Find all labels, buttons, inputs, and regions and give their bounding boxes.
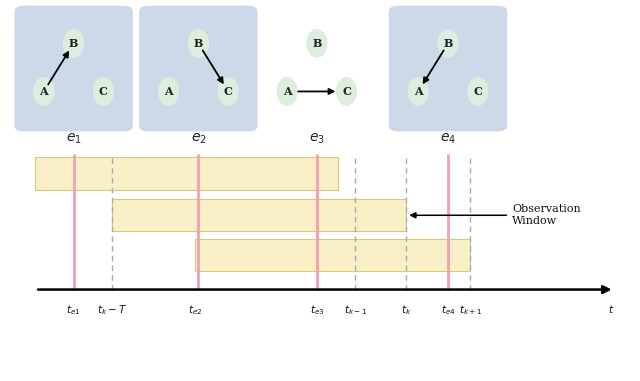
Text: B: B [444, 38, 452, 49]
Text: Observation
Window: Observation Window [411, 205, 580, 226]
Text: $t_k - T$: $t_k - T$ [97, 303, 127, 317]
Text: B: B [69, 38, 78, 49]
Text: C: C [342, 86, 351, 97]
Text: $e_1$: $e_1$ [66, 132, 81, 146]
Ellipse shape [218, 78, 238, 105]
FancyBboxPatch shape [140, 6, 257, 131]
Ellipse shape [408, 78, 428, 105]
Text: $t_{k-1}$: $t_{k-1}$ [344, 303, 367, 317]
Text: B: B [194, 38, 203, 49]
Ellipse shape [64, 30, 84, 57]
FancyBboxPatch shape [388, 6, 507, 131]
Text: $t$: $t$ [608, 303, 614, 315]
Text: $e_3$: $e_3$ [309, 132, 324, 146]
Bar [112, 199, 406, 231]
Ellipse shape [189, 30, 209, 57]
Ellipse shape [34, 78, 54, 105]
Text: C: C [224, 86, 232, 97]
Text: $e_4$: $e_4$ [440, 132, 456, 146]
Text: A: A [283, 86, 291, 97]
Ellipse shape [468, 78, 488, 105]
Ellipse shape [307, 30, 327, 57]
Text: C: C [99, 86, 108, 97]
Text: C: C [474, 86, 482, 97]
Text: $t_{e2}$: $t_{e2}$ [188, 303, 202, 317]
Bar [195, 239, 470, 271]
Text: $e_2$: $e_2$ [191, 132, 206, 146]
Text: $t_{e1}$: $t_{e1}$ [67, 303, 81, 317]
Text: A: A [40, 86, 48, 97]
Ellipse shape [337, 78, 356, 105]
Ellipse shape [93, 78, 113, 105]
Text: $t_k$: $t_k$ [401, 303, 412, 317]
Text: $t_{e4}$: $t_{e4}$ [440, 303, 456, 317]
Ellipse shape [277, 78, 297, 105]
Text: $t_{e3}$: $t_{e3}$ [310, 303, 324, 317]
Ellipse shape [438, 30, 458, 57]
FancyBboxPatch shape [15, 6, 133, 131]
Ellipse shape [159, 78, 179, 105]
Text: B: B [312, 38, 321, 49]
Bar [35, 157, 338, 189]
Text: A: A [164, 86, 173, 97]
Text: $t_{k+1}$: $t_{k+1}$ [459, 303, 482, 317]
Text: A: A [414, 86, 422, 97]
